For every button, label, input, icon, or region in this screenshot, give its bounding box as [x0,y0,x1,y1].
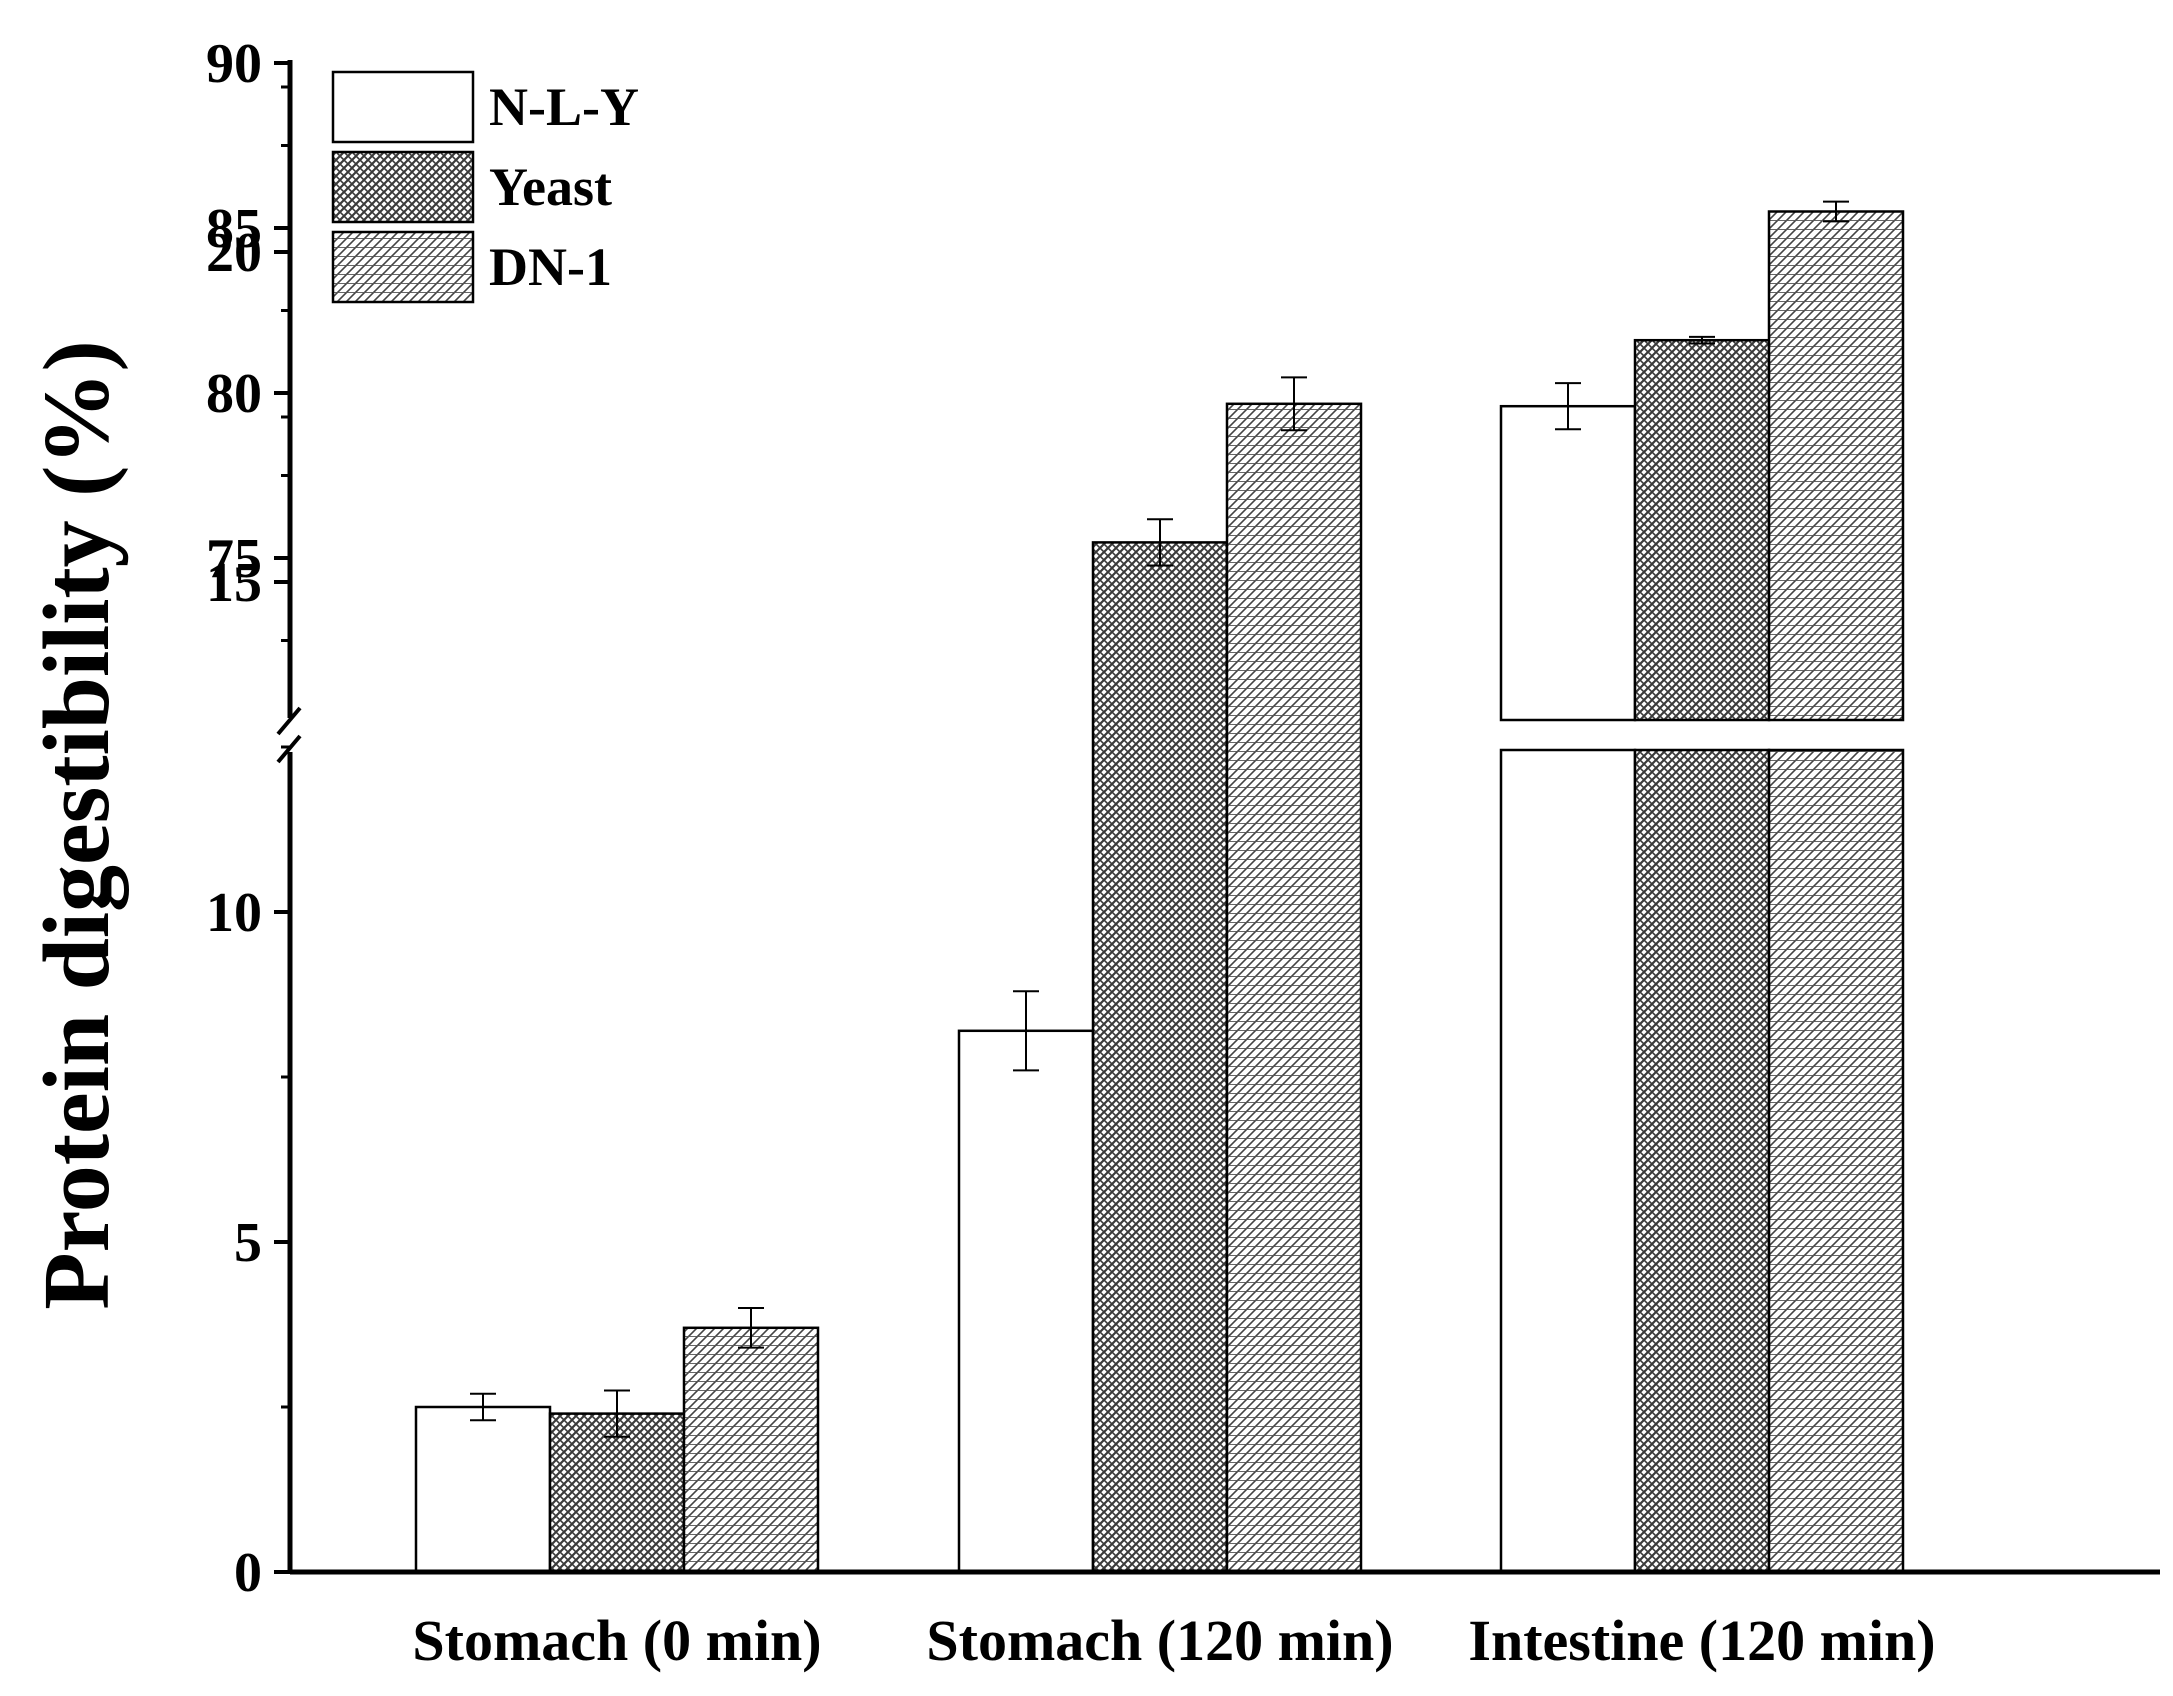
y-tick-label-90: 90 [206,33,262,95]
bar-n-l-y-cat0 [414,1405,552,1574]
y-tick-label-15: 15 [206,552,262,614]
error-bar-yeast-cat0 [604,1389,630,1438]
axes: 0 5 10 15 20 75 80 85 90 Stomach (0 min) Stomach (… [206,33,2160,1673]
y-axis-label: Protein digestibility (%) [25,340,129,1310]
x-category-label: Intestine (120 min) [1468,1608,1935,1673]
axis-break-marks [276,706,302,764]
bar-n-l-y-cat2-lower [1499,748,1637,1574]
legend-label-n-l-y: N-L-Y [489,77,639,137]
bar-break-gap [1632,722,1772,748]
error-bar-n-l-y-cat0 [470,1392,496,1422]
legend-swatch-yeast [331,150,475,224]
legend-label-yeast: Yeast [489,157,612,217]
x-category-label: Stomach (0 min) [412,1608,821,1673]
bar-dn-1-cat1 [1225,402,1363,1574]
y-tick-label-75: 75 [206,528,262,590]
bar-n-l-y-cat2 [1499,404,1637,722]
error-bar-dn-1-cat2 [1823,200,1849,223]
legend-item-n-l-y: N-L-Y [331,70,639,144]
x-category-label: Stomach (120 min) [926,1608,1393,1673]
bar-yeast-cat2-lower [1633,748,1771,1574]
y-tick-label-20: 20 [206,222,262,284]
bar-yeast-cat1 [1091,541,1229,1574]
error-bar-dn-1-cat0 [738,1307,764,1349]
bar-break-gap [1498,722,1638,748]
y-tick-label-0: 0 [234,1542,262,1604]
bar-dn-1-cat2-lower [1767,748,1905,1574]
bar-yeast-cat2 [1633,338,1771,722]
legend: N-L-Y Yeast DN-1 [331,70,639,304]
error-bar-yeast-cat2 [1689,335,1715,345]
y-tick-label-5: 5 [234,1212,262,1274]
legend-item-dn-1: DN-1 [331,230,612,304]
error-bar-yeast-cat1 [1147,518,1173,567]
legend-label-dn-1: DN-1 [489,237,612,297]
y-tick-label-80: 80 [206,363,262,425]
legend-item-yeast: Yeast [331,150,612,224]
plot-area [414,200,1906,1574]
legend-swatch-dn-1 [331,230,475,304]
y-tick-label-10: 10 [206,882,262,944]
error-bar-dn-1-cat1 [1281,376,1307,432]
bar-break-gap [1766,722,1906,748]
bar-n-l-y-cat1 [957,1029,1095,1574]
bar-dn-1-cat0 [682,1326,820,1574]
error-bar-n-l-y-cat2 [1555,382,1581,431]
bar-dn-1-cat2 [1767,210,1905,722]
y-tick-label-85: 85 [206,198,262,260]
error-bar-n-l-y-cat1 [1013,990,1039,1072]
legend-swatch-n-l-y [331,70,475,144]
